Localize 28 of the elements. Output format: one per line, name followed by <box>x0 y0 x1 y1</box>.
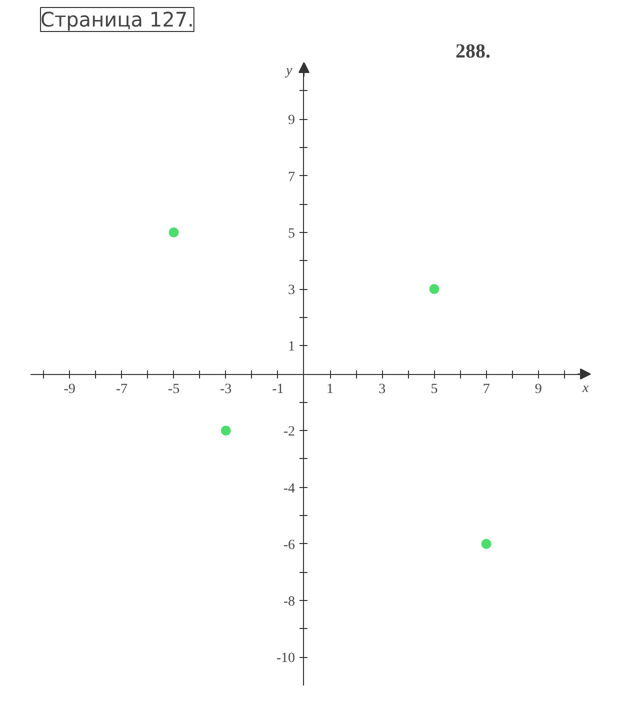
chart-title: 288. <box>456 40 490 62</box>
point <box>429 284 440 294</box>
y-tick-label: -4 <box>283 481 295 496</box>
x-tick-label: -9 <box>64 382 76 397</box>
point <box>220 426 231 436</box>
point <box>168 227 179 238</box>
y-tick-label: 9 <box>288 113 295 128</box>
y-tick-label: -6 <box>283 538 295 553</box>
x-axis-title: x <box>582 381 590 396</box>
text: Страница 127. <box>40 8 194 32</box>
x-tick-label: -7 <box>116 382 128 397</box>
y-tick-label: 3 <box>288 283 295 298</box>
x-tick-label: 3 <box>378 382 386 397</box>
x-tick-label: 5 <box>430 382 438 397</box>
y-tick-label: -2 <box>283 424 295 440</box>
point <box>481 538 492 549</box>
y-axis-title: y <box>284 64 293 78</box>
x-tick-label: -3 <box>220 382 232 397</box>
x-tick-label: 9 <box>534 382 542 397</box>
x-tick-label: -1 <box>272 382 284 397</box>
x-tick-label: 7 <box>482 382 490 397</box>
y-tick-label: -10 <box>276 651 295 666</box>
y-tick-label: 7 <box>288 170 295 185</box>
x-tick-label: -5 <box>168 382 180 397</box>
x-tick-label: 1 <box>326 382 334 397</box>
y-tick-label: -8 <box>283 594 295 610</box>
y-tick-label: 5 <box>288 226 295 242</box>
y-tick-label: 1 <box>288 340 295 355</box>
